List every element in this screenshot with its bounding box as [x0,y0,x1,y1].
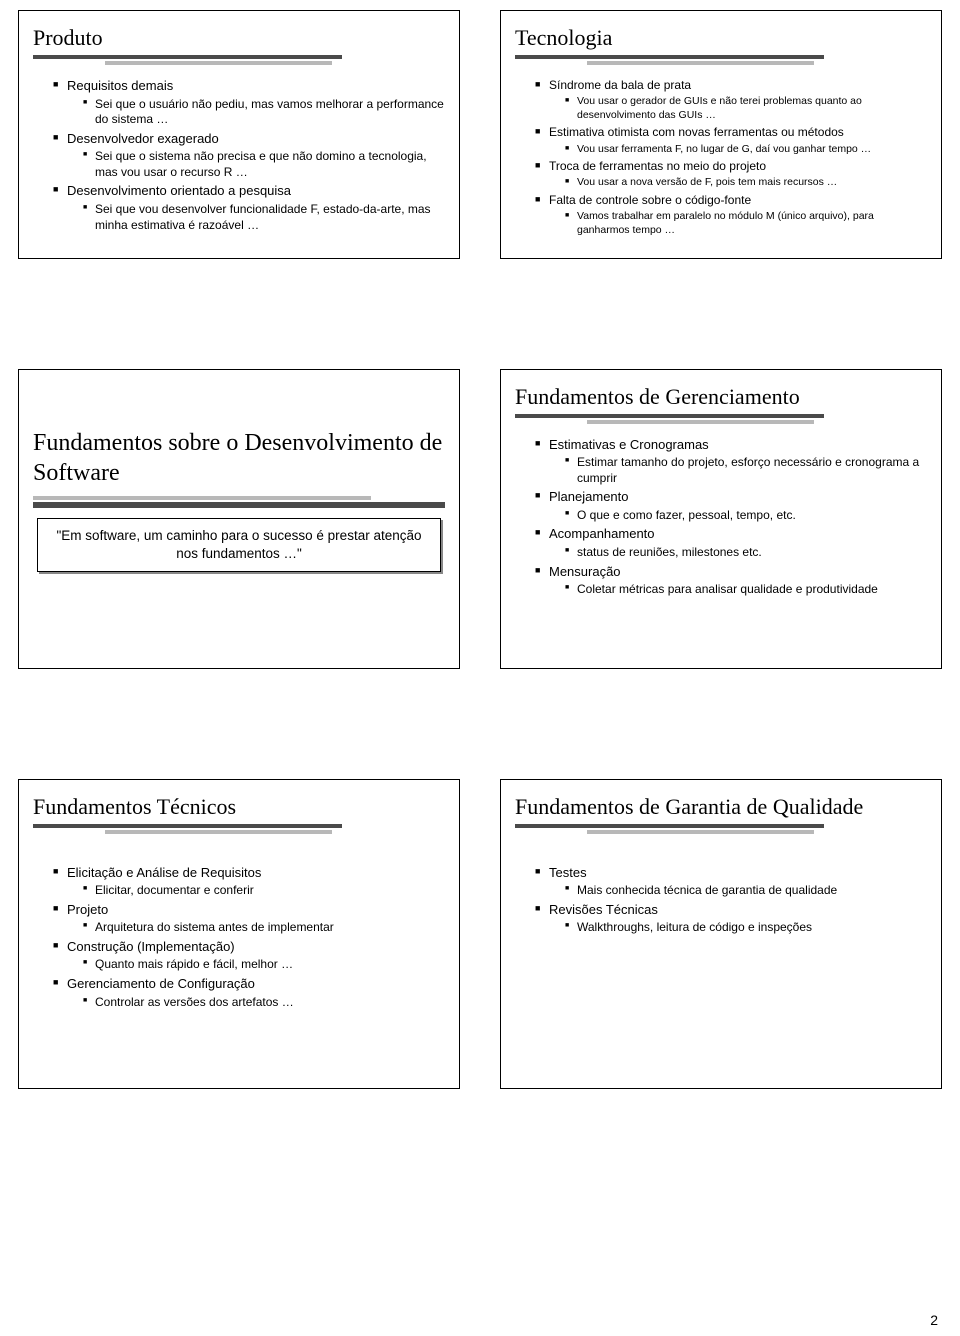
list-subitem: Vamos trabalhar em paralelo no módulo M … [565,210,927,237]
slide-row-3: Fundamentos Técnicos Elicitação e Anális… [18,779,942,1089]
list-subitem: Sei que o usuário não pediu, mas vamos m… [83,97,445,128]
list-subitem: Vou usar a nova versão de F, pois tem ma… [565,176,927,190]
list-subitem: Estimar tamanho do projeto, esforço nece… [565,455,927,486]
title-rule [515,55,927,65]
list-subitem: Coletar métricas para analisar qualidade… [565,582,927,598]
list-subitem: status de reuniões, milestones etc. [565,545,927,561]
list-item: Revisões Técnicas Walkthroughs, leitura … [535,901,927,936]
list-item: Acompanhamento status de reuniões, miles… [535,525,927,560]
title-rule [515,414,927,424]
list-subitem: Arquitetura do sistema antes de implemen… [83,920,445,936]
slide-title: Fundamentos de Gerenciamento [515,384,927,410]
list-item: Testes Mais conhecida técnica de garanti… [535,864,927,899]
slide-content: Requisitos demais Sei que o usuário não … [33,77,445,233]
list-item: Estimativa otimista com novas ferramenta… [535,124,927,156]
list-subitem: Vou usar ferramenta F, no lugar de G, da… [565,143,927,157]
title-rule [33,55,445,65]
slide-title: Fundamentos Técnicos [33,794,445,820]
list-subitem: Quanto mais rápido e fácil, melhor … [83,957,445,973]
list-item: Projeto Arquitetura do sistema antes de … [53,901,445,936]
slide-title: Produto [33,25,445,51]
slide-produto: Produto Requisitos demais Sei que o usuá… [18,10,460,259]
title-rule [33,824,445,834]
slide-tecnologia: Tecnologia Síndrome da bala de prata Vou… [500,10,942,259]
list-subitem: Sei que vou desenvolver funcionalidade F… [83,202,445,233]
slide-row-2: Fundamentos sobre o Desenvolvimento de S… [18,369,942,669]
list-subitem: Mais conhecida técnica de garantia de qu… [565,883,927,899]
title-rule [33,496,445,508]
handout-page: Produto Requisitos demais Sei que o usuá… [0,0,960,1229]
slide-fundamentos-dev: Fundamentos sobre o Desenvolvimento de S… [18,369,460,669]
list-subitem: Sei que o sistema não precisa e que não … [83,149,445,180]
list-item: Falta de controle sobre o código-fonte V… [535,192,927,237]
title-rule [515,824,927,834]
slide-content: Estimativas e Cronogramas Estimar tamanh… [515,436,927,598]
slide-content: Testes Mais conhecida técnica de garanti… [515,864,927,936]
slide-row-1: Produto Requisitos demais Sei que o usuá… [18,10,942,259]
list-item: Planejamento O que e como fazer, pessoal… [535,488,927,523]
slide-fundamentos-tecnicos: Fundamentos Técnicos Elicitação e Anális… [18,779,460,1089]
slide-title: Fundamentos de Garantia de Qualidade [515,794,927,820]
slide-fundamentos-qualidade: Fundamentos de Garantia de Qualidade Tes… [500,779,942,1089]
list-item: Desenvolvedor exagerado Sei que o sistem… [53,130,445,181]
slide-content: Elicitação e Análise de Requisitos Elici… [33,864,445,1011]
list-subitem: O que e como fazer, pessoal, tempo, etc. [565,508,927,524]
slide-fundamentos-gerenciamento: Fundamentos de Gerenciamento Estimativas… [500,369,942,669]
slide-title: Fundamentos sobre o Desenvolvimento de S… [33,428,445,488]
list-item: Estimativas e Cronogramas Estimar tamanh… [535,436,927,487]
list-item: Gerenciamento de Configuração Controlar … [53,975,445,1010]
list-item: Síndrome da bala de prata Vou usar o ger… [535,77,927,122]
list-item: Elicitação e Análise de Requisitos Elici… [53,864,445,899]
list-subitem: Vou usar o gerador de GUIs e não terei p… [565,95,927,122]
list-subitem: Controlar as versões dos artefatos … [83,995,445,1011]
subtitle-box: "Em software, um caminho para o sucesso … [37,518,441,572]
list-subitem: Walkthroughs, leitura de código e inspeç… [565,920,927,936]
list-item: Troca de ferramentas no meio do projeto … [535,158,927,190]
page-number: 2 [930,1312,938,1328]
slide-content: Síndrome da bala de prata Vou usar o ger… [515,77,927,238]
list-item: Construção (Implementação) Quanto mais r… [53,938,445,973]
list-item: Requisitos demais Sei que o usuário não … [53,77,445,128]
list-item: Mensuração Coletar métricas para analisa… [535,563,927,598]
list-item: Desenvolvimento orientado a pesquisa Sei… [53,182,445,233]
list-subitem: Elicitar, documentar e conferir [83,883,445,899]
slide-title: Tecnologia [515,25,927,51]
